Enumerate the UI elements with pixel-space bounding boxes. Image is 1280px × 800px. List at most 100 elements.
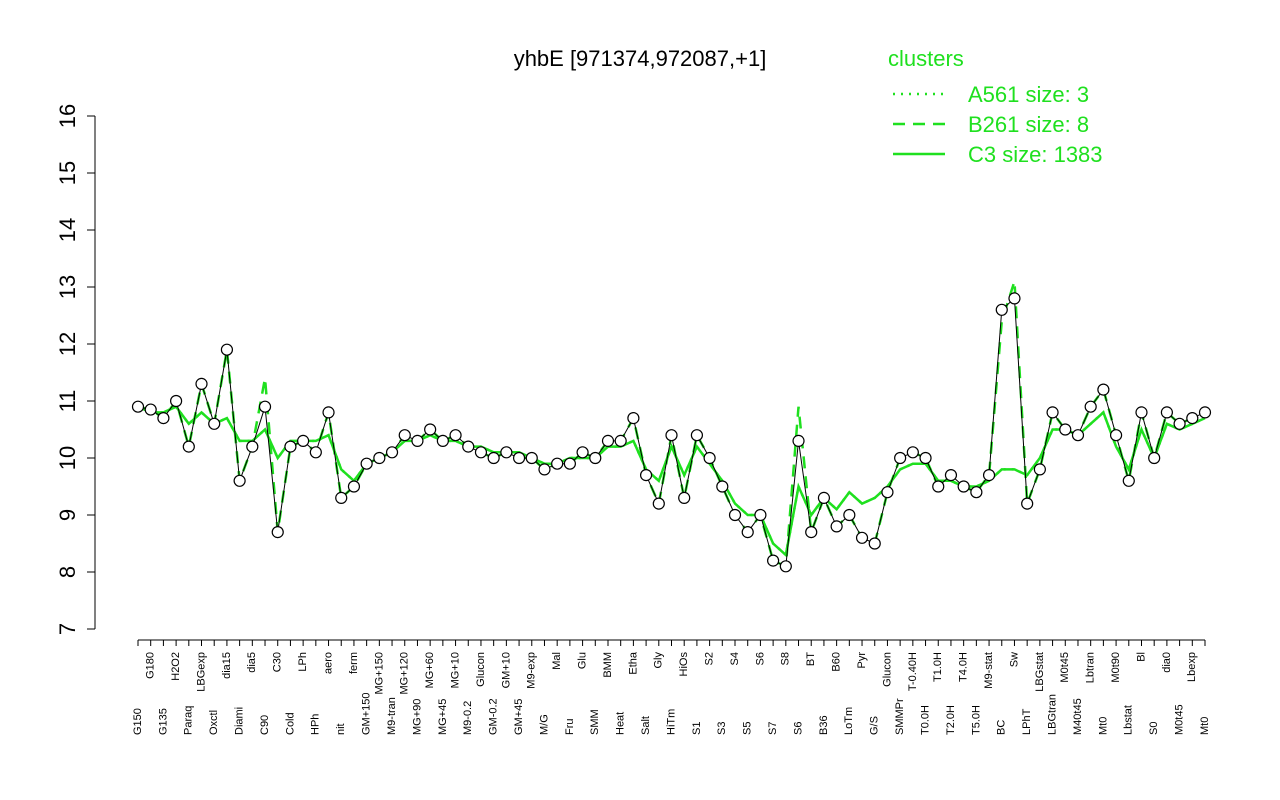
- x-tick-label: B36: [818, 715, 830, 735]
- x-tick-label: G135: [157, 708, 169, 735]
- data-point: [1173, 417, 1186, 430]
- x-tick-label: LBGtran: [1046, 694, 1058, 735]
- x-tick-label: Glucon: [881, 652, 893, 687]
- x-tick-label: M9-0.2: [462, 701, 474, 735]
- y-tick-label: 7: [55, 623, 80, 635]
- data-point: [957, 480, 970, 493]
- data-point: [398, 429, 411, 442]
- data-point: [373, 451, 386, 465]
- data-point: [131, 400, 145, 413]
- data-point: [436, 434, 449, 447]
- data-point: [932, 480, 945, 493]
- data-point: [474, 446, 488, 459]
- data-point: [170, 394, 183, 408]
- cluster-line: [137, 405, 1206, 558]
- legend-label: B261 size: 8: [968, 112, 1089, 137]
- y-tick-label: 14: [55, 218, 80, 242]
- x-tick-label: dia5: [246, 652, 258, 673]
- data-point: [208, 417, 221, 430]
- data-point: [690, 429, 704, 442]
- data-point: [779, 560, 792, 573]
- data-point: [297, 434, 310, 447]
- y-tick-label: 8: [55, 566, 80, 578]
- x-tick-label: Heat: [615, 712, 627, 735]
- x-tick-label: SMMPr: [894, 698, 906, 735]
- x-tick-label: S6: [754, 652, 766, 665]
- data-point: [1033, 463, 1046, 476]
- data-point: [703, 451, 716, 465]
- data-point: [576, 446, 589, 459]
- x-tick-label: Mt0: [1097, 717, 1109, 735]
- data-point: [894, 451, 907, 465]
- data-point: [411, 434, 424, 447]
- data-point: [512, 451, 526, 465]
- data-point: [665, 429, 678, 442]
- data-point: [309, 446, 322, 459]
- data-point: [1071, 429, 1085, 442]
- y-tick-label: 13: [55, 275, 80, 299]
- x-tick-label: Lbstat: [1123, 705, 1135, 735]
- x-tick-label: T-0.40H: [907, 652, 919, 691]
- data-point: [551, 457, 564, 470]
- x-tick-label: M0t45: [1174, 704, 1186, 735]
- data-point: [614, 434, 627, 447]
- data-point: [1109, 429, 1123, 442]
- data-point: [233, 474, 246, 487]
- x-tick-label: nit: [335, 723, 347, 735]
- x-tick-label: M0t90: [1110, 652, 1122, 683]
- legend-label: C3 size: 1383: [968, 142, 1103, 167]
- data-point: [1021, 497, 1034, 510]
- data-point: [627, 412, 640, 425]
- data-point: [754, 508, 767, 522]
- x-tick-label: GM+150: [361, 693, 373, 736]
- data-point: [1008, 292, 1021, 305]
- data-point: [741, 525, 754, 539]
- x-tick-label: Mt0: [1199, 717, 1211, 735]
- data-point: [1198, 406, 1212, 419]
- data-point: [1084, 400, 1097, 413]
- x-tick-label: BMM: [602, 652, 614, 678]
- data-point: [385, 446, 399, 459]
- x-tick-label: BC: [996, 720, 1008, 735]
- data-point: [563, 457, 576, 470]
- x-tick-label: Cold: [284, 712, 296, 735]
- data-point: [424, 423, 437, 436]
- data-point: [271, 525, 284, 539]
- x-tick-label: S0: [1148, 722, 1160, 735]
- data-point: [1097, 383, 1110, 396]
- data-point: [144, 403, 157, 416]
- x-tick-label: Salt: [640, 716, 652, 735]
- data-point: [716, 480, 729, 493]
- x-tick-label: S1: [691, 722, 703, 735]
- y-tick-label: 12: [55, 332, 80, 356]
- x-tick-label: MG+90: [411, 699, 423, 735]
- x-tick-label: T0.0H: [919, 705, 931, 735]
- x-tick-label: S3: [716, 722, 728, 735]
- x-tick-label: Glu: [576, 652, 588, 669]
- data-point: [322, 406, 335, 419]
- x-tick-label: LPhT: [1021, 708, 1033, 735]
- x-tick-label: BT: [805, 652, 817, 666]
- x-tick-label: LBGexp: [195, 652, 207, 692]
- x-tick-label: M9-tran: [386, 697, 398, 735]
- x-tick-label: S5: [742, 722, 754, 735]
- data-point: [817, 491, 831, 504]
- y-tick-label: 11: [55, 390, 80, 413]
- data-point: [639, 469, 653, 482]
- legend-label: A561 size: 3: [968, 82, 1089, 107]
- x-tick-label: Diami: [234, 707, 246, 735]
- x-tick-label: S8: [780, 652, 792, 665]
- data-point: [906, 446, 919, 459]
- x-tick-label: T2.0H: [945, 705, 957, 735]
- x-tick-label: Sw: [1008, 652, 1020, 667]
- chart-title: yhbE [971374,972087,+1]: [514, 46, 767, 71]
- x-tick-label: LBGstat: [1034, 652, 1046, 692]
- data-point: [1059, 423, 1072, 436]
- x-tick-label: Paraq: [183, 706, 195, 735]
- data-point: [220, 343, 234, 356]
- y-tick-label: 16: [55, 104, 80, 128]
- data-point: [970, 486, 983, 499]
- x-tick-label: Oxctl: [208, 710, 220, 735]
- data-point: [1186, 412, 1199, 425]
